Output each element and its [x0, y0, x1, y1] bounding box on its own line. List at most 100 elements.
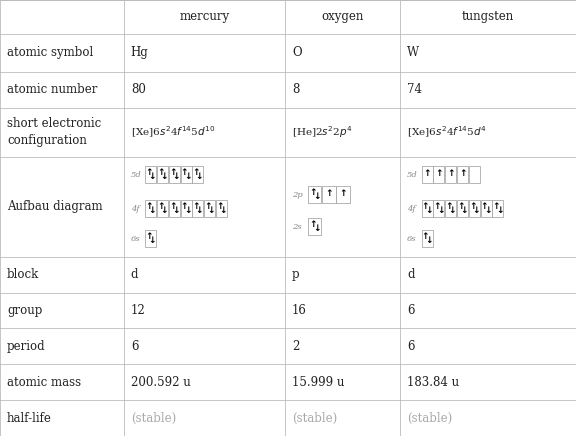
Bar: [457, 200, 468, 217]
Text: ↑: ↑: [422, 232, 429, 242]
Text: ↑: ↑: [447, 169, 454, 178]
Bar: [308, 186, 321, 203]
Text: ↑: ↑: [204, 202, 212, 211]
Text: ↓: ↓: [496, 206, 503, 215]
Text: d: d: [131, 268, 138, 281]
Text: ↑: ↑: [157, 168, 165, 177]
Bar: [157, 200, 168, 217]
Bar: [422, 230, 433, 247]
Bar: [308, 218, 321, 235]
Text: 6: 6: [407, 340, 415, 353]
Text: ↑: ↑: [492, 202, 500, 211]
Text: group: group: [7, 304, 42, 317]
Text: short electronic
configuration: short electronic configuration: [7, 117, 101, 147]
Text: 183.84 u: 183.84 u: [407, 376, 459, 389]
Text: period: period: [7, 340, 46, 353]
Text: ↑: ↑: [469, 202, 476, 211]
Text: (stable): (stable): [131, 412, 176, 425]
Text: ↓: ↓: [149, 172, 156, 181]
Text: ↑: ↑: [181, 202, 188, 211]
Text: 6s: 6s: [131, 235, 141, 243]
Text: ↑: ↑: [216, 202, 223, 211]
Bar: [433, 200, 444, 217]
Text: ↑: ↑: [157, 202, 165, 211]
Text: 2p: 2p: [292, 191, 303, 198]
Text: tungsten: tungsten: [462, 10, 514, 23]
Text: ↑: ↑: [481, 202, 488, 211]
Bar: [192, 200, 203, 217]
Bar: [192, 166, 203, 183]
Text: ↓: ↓: [460, 206, 468, 215]
Text: ↑: ↑: [325, 189, 333, 198]
Text: ↑: ↑: [445, 202, 453, 211]
Bar: [433, 166, 444, 183]
Text: ↓: ↓: [172, 206, 180, 215]
Bar: [181, 166, 192, 183]
Text: ↑: ↑: [309, 220, 317, 229]
Bar: [169, 200, 180, 217]
Bar: [469, 166, 480, 183]
Text: ↓: ↓: [172, 172, 180, 181]
Text: [Xe]6$s^2$4$f^{14}$5$d^{10}$: [Xe]6$s^2$4$f^{14}$5$d^{10}$: [131, 124, 215, 140]
Text: 2: 2: [292, 340, 300, 353]
Text: O: O: [292, 46, 302, 59]
Text: ↑: ↑: [458, 169, 467, 178]
Text: atomic symbol: atomic symbol: [7, 46, 93, 59]
Bar: [492, 200, 503, 217]
Text: atomic number: atomic number: [7, 83, 97, 96]
Text: ↓: ↓: [313, 192, 320, 201]
Text: ↓: ↓: [313, 224, 320, 233]
Text: ↑: ↑: [339, 189, 347, 198]
Text: ↑: ↑: [169, 202, 176, 211]
Bar: [336, 186, 350, 203]
Bar: [181, 200, 192, 217]
Text: 6: 6: [407, 304, 415, 317]
Bar: [157, 166, 168, 183]
Text: ↓: ↓: [449, 206, 456, 215]
Bar: [445, 166, 456, 183]
Bar: [204, 200, 215, 217]
Text: ↓: ↓: [219, 206, 227, 215]
Bar: [422, 200, 433, 217]
Bar: [422, 166, 433, 183]
Text: 8: 8: [292, 83, 300, 96]
Text: ↑: ↑: [169, 168, 176, 177]
Text: ↑: ↑: [457, 202, 465, 211]
Text: 4f: 4f: [131, 204, 139, 213]
Text: block: block: [7, 268, 39, 281]
Bar: [145, 230, 156, 247]
Text: ↑: ↑: [145, 202, 153, 211]
Text: ↓: ↓: [437, 206, 444, 215]
Bar: [480, 200, 491, 217]
Text: ↓: ↓: [472, 206, 480, 215]
Text: [Xe]6$s^2$4$f^{14}$5$d^4$: [Xe]6$s^2$4$f^{14}$5$d^4$: [407, 124, 487, 140]
Text: Hg: Hg: [131, 46, 149, 59]
Text: 16: 16: [292, 304, 307, 317]
Text: ↑: ↑: [181, 168, 188, 177]
Text: ↓: ↓: [160, 206, 168, 215]
Text: 5d: 5d: [131, 170, 142, 178]
Text: 5d: 5d: [407, 170, 418, 178]
Text: mercury: mercury: [179, 10, 230, 23]
Text: 74: 74: [407, 83, 422, 96]
Bar: [145, 166, 156, 183]
Text: ↓: ↓: [160, 172, 168, 181]
Text: ↑: ↑: [434, 202, 441, 211]
Text: ↓: ↓: [196, 206, 203, 215]
Text: ↓: ↓: [184, 206, 191, 215]
Text: ↑: ↑: [192, 168, 200, 177]
Text: p: p: [292, 268, 300, 281]
Text: ↑: ↑: [422, 202, 429, 211]
Text: 6: 6: [131, 340, 138, 353]
Text: ↑: ↑: [192, 202, 200, 211]
Text: Aufbau diagram: Aufbau diagram: [7, 200, 103, 213]
Text: 4f: 4f: [407, 204, 416, 213]
Text: ↑: ↑: [145, 232, 153, 242]
Text: oxygen: oxygen: [321, 10, 364, 23]
Text: 12: 12: [131, 304, 146, 317]
Text: d: d: [407, 268, 415, 281]
Bar: [323, 186, 335, 203]
Bar: [445, 200, 456, 217]
Text: W: W: [407, 46, 419, 59]
Text: atomic mass: atomic mass: [7, 376, 81, 389]
